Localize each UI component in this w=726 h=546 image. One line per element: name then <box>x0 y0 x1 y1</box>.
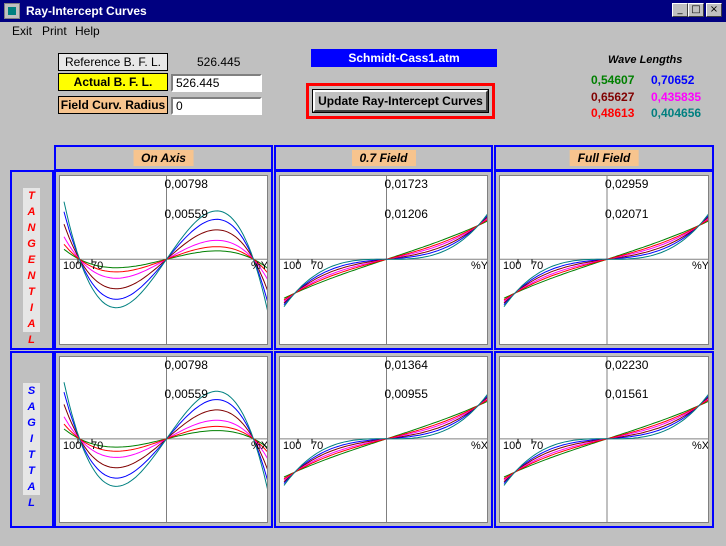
axis-percent-label: %X <box>251 439 268 452</box>
scale-top-value: 0,02230 <box>605 358 649 372</box>
wavelength-curve <box>283 213 487 307</box>
close-icon[interactable]: × <box>706 3 722 17</box>
column-label-full-field: Full Field <box>569 150 639 166</box>
plot-panel: 0,01364 0,00955 100 70 %X <box>274 351 493 528</box>
plot-panel: 0,00798 0,00559 100 70 %Y <box>54 170 273 350</box>
wavelength-4: 0,435835 <box>651 90 702 104</box>
field-curv-radius-label: Field Curv. Radius <box>58 96 168 114</box>
column-header-07-field: 0.7 Field <box>274 145 493 171</box>
wavelength-curve <box>63 382 267 490</box>
ray-intercept-plot: 0,02230 0,01561 100 70 %X <box>499 356 709 523</box>
wavelength-curve <box>503 213 708 307</box>
axis-percent-label: %Y <box>692 260 709 273</box>
app-icon <box>4 3 20 19</box>
title-bar: Ray-Intercept Curves _ □ × <box>0 0 726 22</box>
plot-panel: 0,02230 0,01561 100 70 %X <box>494 351 714 528</box>
wavelength-1: 0,54607 <box>591 73 635 87</box>
wavelength-3: 0,65627 <box>591 90 635 104</box>
scale-top-value: 0,01723 <box>384 177 428 191</box>
actual-bfl-field[interactable]: 526.445 <box>171 74 262 92</box>
reference-bfl-value: 526.445 <box>197 55 241 69</box>
plot-panel: 0,01723 0,01206 100 70 %Y <box>274 170 493 350</box>
pupil-tick-70: 70 <box>311 439 324 452</box>
scale-mid-value: 0,00559 <box>164 207 208 221</box>
scale-mid-value: 0,00559 <box>164 387 208 401</box>
scale-mid-value: 0,01561 <box>605 387 649 401</box>
minimize-icon[interactable]: _ <box>672 3 688 17</box>
pupil-tick-100: 100 <box>283 260 302 273</box>
column-label-07-field: 0.7 Field <box>351 150 416 166</box>
pupil-tick-70: 70 <box>531 260 544 273</box>
pupil-tick-70: 70 <box>531 439 544 452</box>
axis-percent-label: %Y <box>251 260 268 273</box>
update-curves-button[interactable]: Update Ray-Intercept Curves <box>313 90 488 112</box>
wavelength-2: 0,70652 <box>651 73 695 87</box>
wavelengths-title: Wave Lengths <box>608 54 683 66</box>
pupil-tick-100: 100 <box>283 439 302 452</box>
scale-top-value: 0,01364 <box>384 358 428 372</box>
actual-bfl-label: Actual B. F. L. <box>58 73 168 91</box>
wavelength-6: 0,404656 <box>651 106 702 120</box>
axis-percent-label: %X <box>471 439 488 452</box>
pupil-tick-100: 100 <box>63 260 82 273</box>
ray-intercept-plot: 0,01364 0,00955 100 70 %X <box>279 356 488 523</box>
column-header-on-axis: On Axis <box>54 145 273 171</box>
window-title: Ray-Intercept Curves <box>26 4 147 18</box>
plot-panel: 0,02959 0,02071 100 70 %Y <box>494 170 714 350</box>
wavelength-curve <box>283 394 487 486</box>
reference-bfl-label: Reference B. F. L. <box>58 53 168 71</box>
scale-top-value: 0,02959 <box>605 177 649 191</box>
maximize-icon[interactable]: □ <box>688 3 704 17</box>
axis-percent-label: %X <box>692 439 709 452</box>
column-header-full-field: Full Field <box>494 145 714 171</box>
pupil-tick-70: 70 <box>91 439 104 452</box>
scale-top-value: 0,00798 <box>164 177 208 191</box>
menu-exit[interactable]: Exit <box>12 24 33 38</box>
update-button-frame: Update Ray-Intercept Curves <box>306 83 495 119</box>
field-curv-radius-field[interactable]: 0 <box>171 97 262 115</box>
ray-intercept-plot: 0,00798 0,00559 100 70 %Y <box>59 175 268 345</box>
menu-help[interactable]: Help <box>75 24 100 38</box>
pupil-tick-100: 100 <box>63 439 82 452</box>
wavelength-curve <box>63 201 267 311</box>
wavelength-curve <box>503 394 708 486</box>
menu-bar: Exit Print Help <box>0 22 726 40</box>
column-label-on-axis: On Axis <box>133 150 194 166</box>
pupil-tick-70: 70 <box>311 260 324 273</box>
scale-mid-value: 0,01206 <box>384 207 428 221</box>
pupil-tick-100: 100 <box>503 439 522 452</box>
file-name-display: Schmidt-Cass1.atm <box>311 49 497 67</box>
axis-percent-label: %Y <box>471 260 488 273</box>
plot-panel: 0,00798 0,00559 100 70 %X <box>54 351 273 528</box>
menu-print[interactable]: Print <box>42 24 67 38</box>
pupil-tick-100: 100 <box>503 260 522 273</box>
ray-intercept-plot: 0,01723 0,01206 100 70 %Y <box>279 175 488 345</box>
wavelength-5: 0,48613 <box>591 106 635 120</box>
scale-mid-value: 0,02071 <box>605 207 649 221</box>
scale-mid-value: 0,00955 <box>384 387 428 401</box>
pupil-tick-70: 70 <box>91 260 104 273</box>
scale-top-value: 0,00798 <box>164 358 208 372</box>
ray-intercept-plot: 0,02959 0,02071 100 70 %Y <box>499 175 709 345</box>
ray-intercept-plot: 0,00798 0,00559 100 70 %X <box>59 356 268 523</box>
